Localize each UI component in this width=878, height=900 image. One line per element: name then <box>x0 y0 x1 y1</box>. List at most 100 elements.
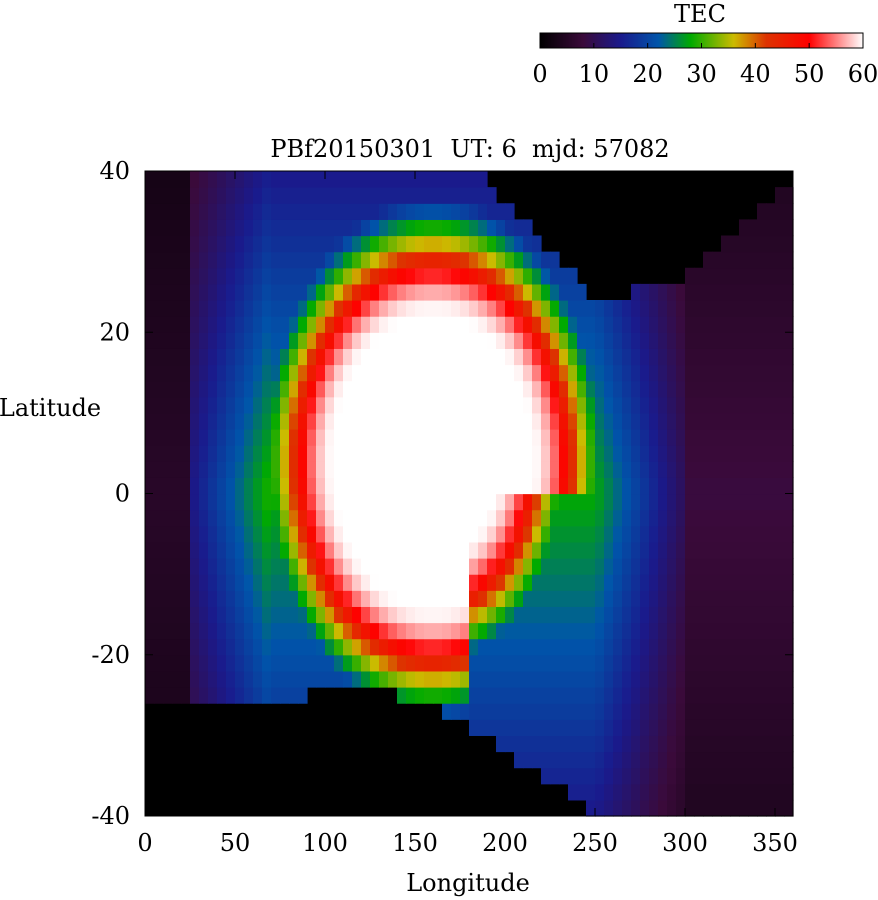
heatmap-cell <box>190 574 200 591</box>
heatmap-cell <box>397 348 407 366</box>
heatmap-cell <box>559 751 569 769</box>
heatmap-cell <box>586 525 596 543</box>
heatmap-cell <box>757 654 767 672</box>
heatmap-cell <box>487 590 497 607</box>
heatmap-cell <box>190 412 200 430</box>
heatmap-cell <box>424 171 434 188</box>
heatmap-cell <box>208 461 218 478</box>
heatmap-cell <box>487 509 497 527</box>
heatmap-cell <box>397 541 407 559</box>
heatmap-cell <box>595 670 605 688</box>
heatmap-cell <box>244 219 254 237</box>
heatmap-cell <box>640 380 650 398</box>
heatmap-cell <box>433 429 443 446</box>
heatmap-cell <box>703 590 713 607</box>
heatmap-cell <box>415 380 425 398</box>
heatmap-cell <box>721 703 731 720</box>
heatmap-cell <box>280 300 290 317</box>
heatmap-cell <box>631 654 641 672</box>
heatmap-cell <box>424 219 434 237</box>
heatmap-cell <box>541 558 551 575</box>
heatmap-cell <box>559 493 569 511</box>
heatmap-cell <box>298 219 308 237</box>
heatmap-cell <box>748 719 758 736</box>
heatmap-cell <box>640 735 650 753</box>
heatmap-cell <box>703 429 713 446</box>
heatmap-cell <box>469 654 479 672</box>
heatmap-cell <box>442 445 452 462</box>
heatmap-cell <box>478 316 488 333</box>
heatmap-cell <box>298 445 308 462</box>
heatmap-cell <box>154 251 164 269</box>
heatmap-cell <box>442 509 452 527</box>
heatmap-cell <box>469 670 479 688</box>
heatmap-cell <box>685 687 695 704</box>
heatmap-cell <box>613 445 623 462</box>
heatmap-cell <box>568 283 578 301</box>
heatmap-cell <box>316 429 326 446</box>
heatmap-cell <box>649 703 659 720</box>
heatmap-cell <box>613 316 623 333</box>
heatmap-cell <box>145 606 155 624</box>
heatmap-cell <box>496 558 506 575</box>
heatmap-cell <box>775 267 785 285</box>
heatmap-cell <box>613 670 623 688</box>
heatmap-cell <box>190 477 200 495</box>
heatmap-cell <box>469 461 479 478</box>
heatmap-cell <box>559 412 569 430</box>
heatmap-cell <box>775 203 785 220</box>
heatmap-cell <box>550 493 560 511</box>
heatmap-cell <box>730 509 740 527</box>
heatmap-cell <box>226 558 236 575</box>
heatmap-cell <box>217 171 227 188</box>
heatmap-cell <box>442 380 452 398</box>
heatmap-cell <box>739 509 749 527</box>
heatmap-cell <box>586 719 596 736</box>
heatmap-cell <box>433 187 443 204</box>
heatmap-cell <box>163 622 173 640</box>
heatmap-cell <box>613 332 623 349</box>
heatmap-cell <box>289 187 299 204</box>
heatmap-cell <box>262 429 272 446</box>
heatmap-cell <box>289 654 299 672</box>
heatmap-cell <box>361 574 371 591</box>
heatmap-cell <box>460 412 470 430</box>
heatmap-cell <box>271 283 281 301</box>
heatmap-cell <box>361 364 371 382</box>
heatmap-cell <box>496 251 506 269</box>
heatmap-cell <box>163 300 173 317</box>
heatmap-cell <box>784 219 794 237</box>
heatmap-cell <box>325 638 335 656</box>
heatmap-cell <box>739 235 749 253</box>
heatmap-cell <box>721 396 731 414</box>
heatmap-cell <box>478 509 488 527</box>
heatmap-cell <box>145 477 155 495</box>
heatmap-cell <box>694 719 704 736</box>
heatmap-cell <box>739 799 749 817</box>
heatmap-cell <box>244 445 254 462</box>
heatmap-cell <box>622 799 632 817</box>
heatmap-cell <box>442 558 452 575</box>
heatmap-cell <box>181 412 191 430</box>
heatmap-cell <box>244 687 254 704</box>
heatmap-cell <box>604 332 614 349</box>
heatmap-cell <box>289 574 299 591</box>
heatmap-cell <box>505 654 515 672</box>
heatmap-cell <box>577 751 587 769</box>
heatmap-cell <box>370 574 380 591</box>
heatmap-cell <box>748 767 758 785</box>
heatmap-cell <box>388 251 398 269</box>
heatmap-cell <box>703 396 713 414</box>
heatmap-cell <box>505 477 515 495</box>
heatmap-cell <box>784 203 794 220</box>
heatmap-cell <box>514 654 524 672</box>
heatmap-cell <box>442 477 452 495</box>
heatmap-cell <box>379 541 389 559</box>
heatmap-cell <box>244 493 254 511</box>
heatmap-cell <box>370 364 380 382</box>
heatmap-cell <box>307 396 317 414</box>
heatmap-cell <box>622 396 632 414</box>
heatmap-cell <box>145 638 155 656</box>
heatmap-cell <box>703 412 713 430</box>
heatmap-cell <box>739 493 749 511</box>
